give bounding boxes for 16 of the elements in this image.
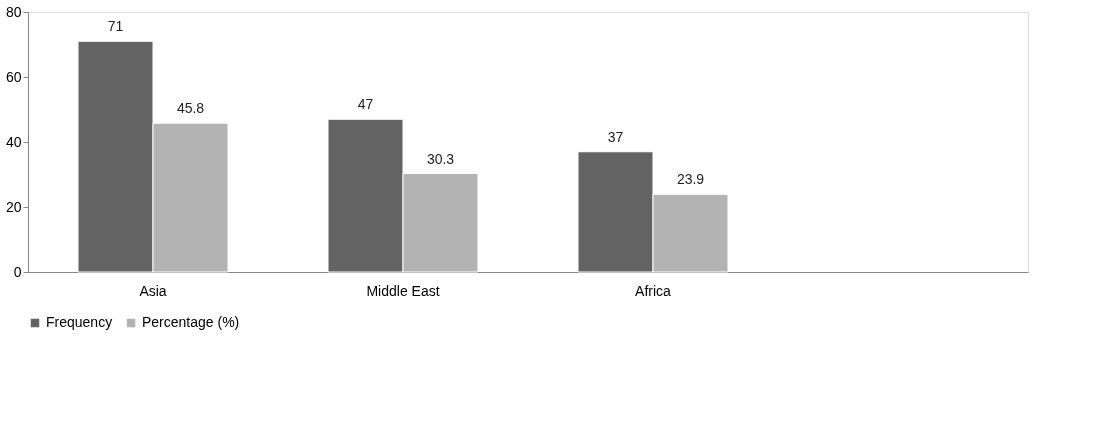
x-tick-label: Asia	[139, 282, 167, 299]
data-label: 45.8	[176, 100, 205, 117]
y-tick-label: 0	[13, 263, 22, 280]
data-label: 71	[107, 18, 124, 35]
data-label: 30.3	[426, 150, 455, 167]
y-tick-label: 20	[5, 198, 22, 215]
y-tick-label: 40	[5, 133, 22, 150]
x-tick-label: Middle East	[366, 282, 440, 299]
x-tick-label: Africa	[635, 282, 672, 299]
data-label: 47	[357, 96, 374, 113]
data-label: 23.9	[676, 171, 705, 188]
legend-label: Frequency	[46, 314, 113, 330]
y-tick-label: 60	[5, 68, 22, 85]
y-tick-label: 80	[5, 3, 22, 20]
data-label: 37	[607, 128, 624, 145]
legend-label: Percentage (%)	[142, 314, 240, 330]
